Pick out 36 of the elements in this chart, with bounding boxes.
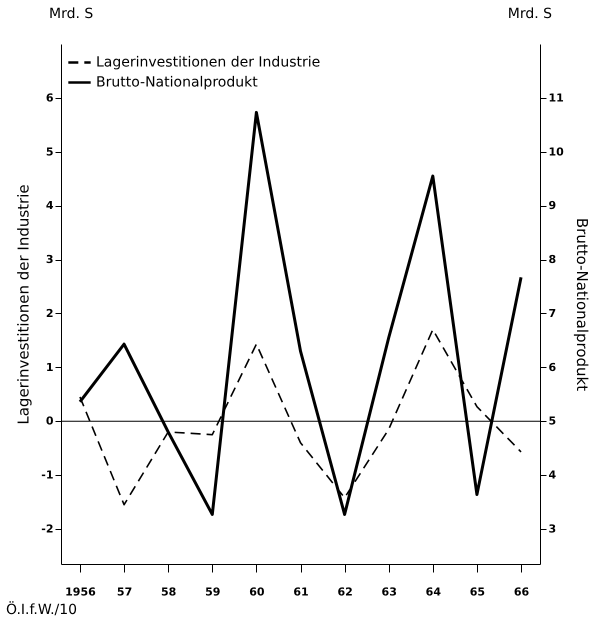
y2-tick-label: 3 — [548, 522, 556, 536]
x-tick-label: 63 — [382, 586, 397, 598]
x-tick-label: 61 — [293, 586, 309, 598]
y2-tick-label: 11 — [548, 91, 564, 104]
y-tick-label: 3 — [46, 253, 54, 266]
x-tick-label: 59 — [205, 586, 220, 598]
x-tick-label: 65 — [470, 586, 486, 598]
y2-axis-title: Brutto-Nationalprodukt — [572, 218, 591, 392]
y-tick-label: 5 — [46, 145, 54, 158]
legend-label: Brutto-Nationalprodukt — [96, 74, 258, 90]
y-tick-label: 6 — [46, 91, 54, 104]
y2-tick-label: 9 — [548, 199, 556, 212]
y2-tick-label: 4 — [548, 468, 556, 482]
legend-label: Lagerinvestitionen der Industrie — [96, 54, 320, 70]
y-tick-label: -1 — [41, 468, 54, 482]
x-tick-label: 58 — [161, 586, 176, 598]
text: Mrd. S — [508, 6, 552, 22]
x-tick-label: 60 — [249, 586, 265, 598]
y-tick-label: 4 — [46, 199, 54, 212]
y2-tick-label: 7 — [548, 306, 556, 320]
y2-tick-label: 8 — [548, 253, 556, 266]
y-tick-label: 1 — [46, 360, 54, 374]
text: Ö.I.f.W./10 — [6, 601, 78, 618]
x-tick-label: 64 — [426, 586, 442, 598]
text: Mrd. S — [49, 6, 94, 22]
y-tick-label: -2 — [41, 522, 54, 536]
y-tick-label: 2 — [46, 306, 54, 320]
x-tick-label: 62 — [337, 586, 353, 598]
x-tick-label: 57 — [116, 586, 132, 598]
x-tick-label: 1956 — [65, 586, 96, 598]
y2-tick-label: 6 — [548, 360, 556, 374]
y2-tick-label: 5 — [548, 414, 556, 428]
x-tick-label: 66 — [514, 586, 530, 598]
y-tick-label: 0 — [46, 414, 54, 428]
y2-tick-label: 10 — [548, 145, 564, 158]
y-axis-title: Lagerinvestitionen der Industrie — [14, 184, 32, 425]
